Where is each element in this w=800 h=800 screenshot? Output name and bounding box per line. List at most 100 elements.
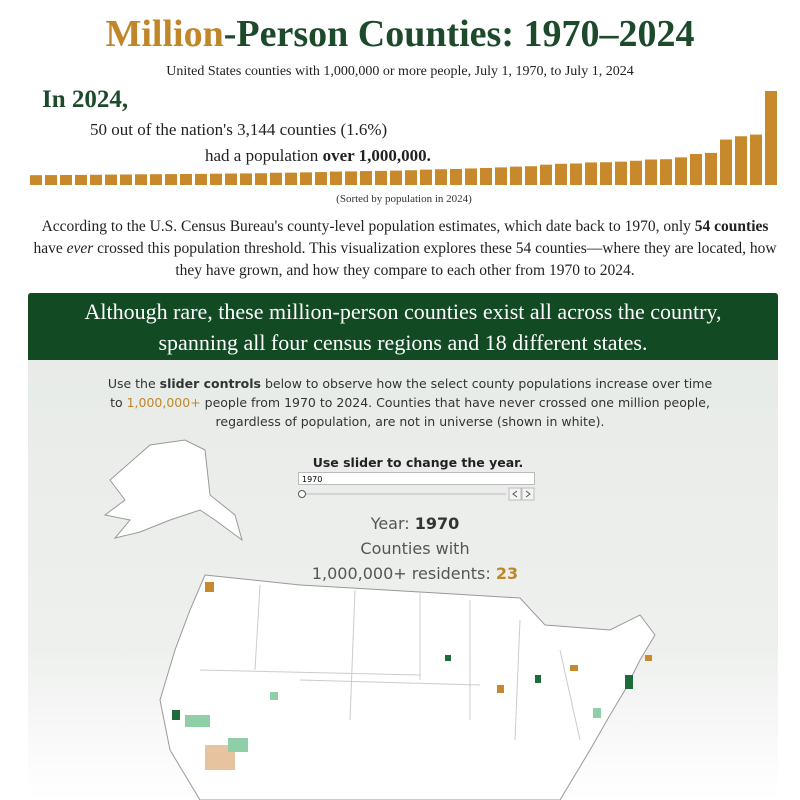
bar (720, 139, 732, 185)
county (497, 685, 504, 693)
next-button[interactable] (521, 487, 535, 501)
bar (495, 167, 507, 185)
intro-line: had a population over 1,000,000. (205, 146, 431, 166)
text: ever (66, 240, 94, 257)
bar (345, 171, 357, 185)
slider-handle[interactable] (298, 490, 306, 498)
bar (420, 169, 432, 185)
county (185, 715, 210, 727)
bar (180, 174, 192, 185)
instructions: Use the slider controls below to observe… (100, 374, 720, 431)
arrows (512, 490, 531, 498)
bar (690, 153, 702, 185)
county (445, 655, 451, 661)
bar (585, 162, 597, 185)
bar (270, 172, 282, 185)
bar (210, 173, 222, 185)
bar (300, 172, 312, 185)
text: 1,000,000+ residents: (311, 564, 496, 583)
text: 1,000,000+ (126, 395, 201, 410)
text: people from 1970 to 2024. Counties that … (200, 395, 710, 429)
banner-line: Although rare, these million-person coun… (84, 299, 722, 324)
title-part: Million (105, 13, 224, 55)
bar (90, 174, 102, 185)
bar (480, 167, 492, 185)
bar (330, 171, 342, 185)
title: Million-Person Counties: 1970–2024 (0, 12, 800, 56)
slider[interactable] (296, 487, 538, 501)
bar (165, 174, 177, 185)
bar (540, 164, 552, 185)
bar (465, 168, 477, 185)
text: Year: (370, 514, 415, 533)
count: 23 (495, 564, 519, 583)
bar (150, 174, 162, 185)
county (645, 655, 652, 661)
bar (675, 157, 687, 185)
alaska (103, 439, 243, 542)
counties (172, 582, 652, 770)
bar (390, 170, 402, 185)
county (570, 665, 578, 671)
bar (225, 173, 237, 185)
county (535, 675, 541, 683)
banner-line: spanning all four census regions and 18 … (158, 330, 648, 355)
title-part: -Person Counties: 1970–2024 (223, 13, 695, 55)
bar (240, 173, 252, 185)
bar (450, 168, 462, 185)
text: 54 counties (694, 218, 769, 235)
counties-line: Counties with (360, 539, 470, 558)
bar (510, 166, 522, 185)
year-line: Year: 1970 (290, 511, 540, 536)
text: below to observe how the select county p… (110, 376, 713, 410)
bar-chart (30, 91, 777, 185)
bar (30, 175, 42, 185)
bar (615, 161, 627, 185)
bar (645, 159, 657, 185)
county (172, 710, 180, 720)
county (270, 692, 278, 700)
bar (375, 170, 387, 185)
bar (525, 166, 537, 185)
state-borders (199, 584, 581, 741)
bar (660, 159, 672, 185)
note: (Sorted by population in 2024) (336, 193, 472, 205)
bar (735, 136, 747, 185)
county (625, 675, 633, 689)
county (228, 738, 248, 752)
bar (285, 172, 297, 185)
bar (405, 170, 417, 185)
bar (75, 174, 87, 185)
paragraph: According to the U.S. Census Bureau's co… (30, 216, 780, 282)
map (103, 439, 656, 800)
bar (255, 173, 267, 185)
bar (600, 162, 612, 185)
text: have (33, 240, 67, 257)
year-line: In 2024, (42, 86, 129, 113)
text: had a population (205, 146, 323, 165)
bar (570, 163, 582, 185)
bar (120, 174, 132, 185)
bar (765, 91, 777, 185)
us-outline (159, 574, 656, 800)
slider-label: Use slider to change the year. (312, 455, 524, 470)
bar (105, 174, 117, 185)
bar (60, 174, 72, 185)
year-readout: Year: 1970 Counties with 1,000,000+ resi… (290, 511, 540, 586)
year-input[interactable]: 1970 (298, 472, 535, 485)
prev-button[interactable] (508, 487, 522, 501)
bar (750, 134, 762, 185)
text: over 1,000,000. (322, 146, 431, 165)
counties-line: 1,000,000+ residents: 23 (290, 561, 540, 586)
intro-line: 50 out of the nation's 3,144 counties (1… (90, 120, 388, 139)
bar (360, 171, 372, 185)
county (593, 708, 601, 718)
text: slider controls (159, 376, 261, 391)
county (205, 582, 214, 592)
bar (315, 172, 327, 185)
bar (435, 169, 447, 185)
text: crossed this population threshold. This … (93, 240, 777, 279)
bar (555, 163, 567, 185)
banner: Although rare, these million-person coun… (28, 293, 778, 360)
